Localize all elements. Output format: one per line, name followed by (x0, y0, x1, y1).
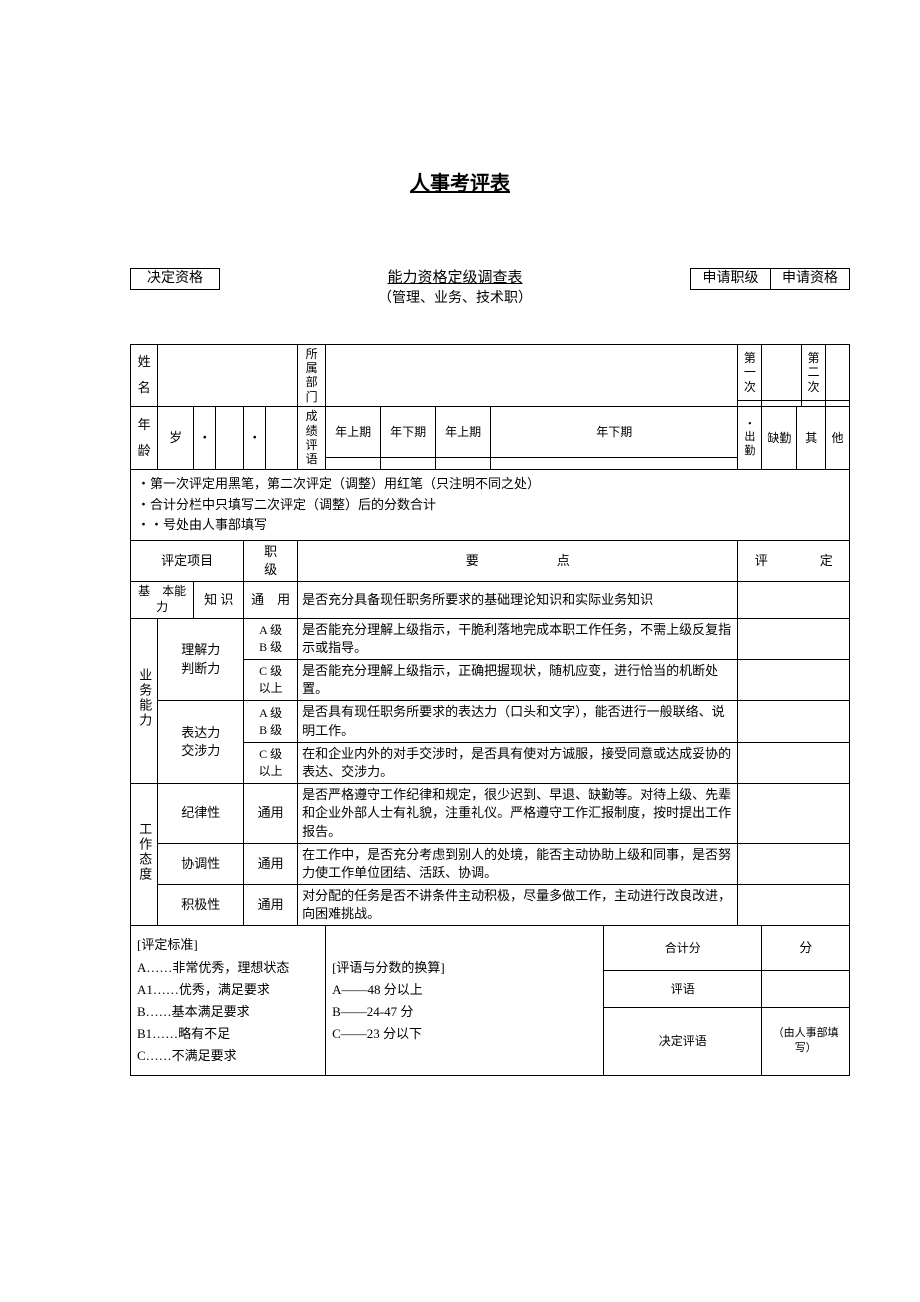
biz-r2-desc-a: 是否具有现任职务所要求的表达力（口头和文字），能否进行一般联络、说明工作。 (298, 701, 738, 742)
basic-lvl: 通 用 (244, 582, 298, 618)
score-label: 成绩评语 (298, 407, 326, 470)
att-r1-desc: 是否严格遵守工作纪律和规定，很少迟到、早退、缺勤等。对待上级、先辈和企业外部人士… (298, 784, 738, 844)
age-f1[interactable] (216, 407, 244, 470)
att-r1-eval[interactable] (738, 784, 850, 844)
comment-label: 评语 (604, 970, 762, 1007)
age-unit: 岁 (158, 407, 194, 470)
legend-left: [评定标准] A……非常优秀，理想状态 A1……优秀，满足要求 B……基本满足要… (131, 926, 326, 1076)
biz-r2-eval-a[interactable] (738, 701, 850, 742)
att-r1-sub: 纪律性 (158, 784, 244, 844)
hdr-item: 评定项目 (131, 541, 244, 582)
page-title: 人事考评表 (130, 170, 790, 198)
biz-r1-sub: 理解力 判断力 (158, 618, 244, 701)
subtitle2: （管理、业务、技术职） (220, 289, 690, 309)
biz-r1-desc-b: 是否能充分理解上级指示，正确把握现状，随机应变，进行恰当的机断处置。 (298, 660, 738, 701)
att-r2-eval[interactable] (738, 843, 850, 884)
att-r3-eval[interactable] (738, 885, 850, 926)
decide-qual-box: 决定资格 (130, 268, 220, 290)
main-table: 姓名 所属部门 第一次 第二次 年龄 岁 ・ ・ 成绩评语 年上期 年下期 年上… (130, 344, 850, 1076)
hdr-eval: 评 定 (738, 541, 850, 582)
att-r2-sub: 协调性 (158, 843, 244, 884)
total-unit: 分 (762, 926, 850, 970)
total-label: 合计分 (604, 926, 762, 970)
other-label: 其 (797, 407, 826, 470)
att-r3-desc: 对分配的任务是否不讲条件主动积极，尽量多做工作，主动进行改良改进，向困难挑战。 (298, 885, 738, 926)
att-cat: 工作态度 (131, 784, 158, 926)
att-r3-sub: 积极性 (158, 885, 244, 926)
attendance-label: ・出勤 (738, 407, 762, 470)
first-time-field[interactable] (762, 344, 802, 401)
biz-r2-eval-b[interactable] (738, 742, 850, 783)
biz-r1-lvl-a: A 级 B 级 (244, 618, 298, 659)
biz-r2-lvl-a: A 级 B 级 (244, 701, 298, 742)
biz-r1-lvl-b: C 级 以上 (244, 660, 298, 701)
apply-qual-box: 申请资格 (770, 268, 850, 290)
hdr-point: 要 点 (298, 541, 738, 582)
basic-desc: 是否充分具备现任职务所要求的基础理论知识和实际业务知识 (298, 582, 738, 618)
name-label: 姓名 (131, 344, 158, 407)
absent-label: 缺勤 (762, 407, 797, 470)
second-time-label: 第二次 (802, 344, 826, 401)
age-label: 年龄 (131, 407, 158, 470)
comment-field[interactable] (762, 970, 850, 1007)
biz-r2-lvl-b: C 级 以上 (244, 742, 298, 783)
score-f3[interactable] (436, 458, 491, 470)
biz-r1-desc-a: 是否能充分理解上级指示，干脆利落地完成本职工作任务，不需上级反复指示或指导。 (298, 618, 738, 659)
score-f2[interactable] (381, 458, 436, 470)
score-f1[interactable] (326, 458, 381, 470)
biz-r2-desc-b: 在和企业内外的对手交涉时，是否具有使对方诚服，接受同意或达成妥协的表达、交涉力。 (298, 742, 738, 783)
att-r3-lvl: 通用 (244, 885, 298, 926)
header-row: 决定资格 能力资格定级调查表 （管理、业务、技术职） 申请职级 申请资格 (130, 268, 850, 309)
apply-level-box: 申请职级 (690, 268, 770, 290)
score-f4[interactable] (491, 458, 738, 470)
age-f2[interactable] (266, 407, 298, 470)
biz-r2-sub: 表达力 交涉力 (158, 701, 244, 784)
h1: 年上期 (326, 407, 381, 458)
h3: 年上期 (436, 407, 491, 458)
h4: 年下期 (491, 407, 738, 458)
biz-r1-eval-a[interactable] (738, 618, 850, 659)
age-dot2: ・ (244, 407, 266, 470)
age-dot1: ・ (194, 407, 216, 470)
other2-label: 他 (826, 407, 850, 470)
basic-cat: 基 本能 力 (131, 582, 194, 618)
hdr-level: 职 级 (244, 541, 298, 582)
dept-label: 所属部门 (298, 344, 326, 407)
first-time-label: 第一次 (738, 344, 762, 401)
att-r1-lvl: 通用 (244, 784, 298, 844)
hr-note: （由人事部填写） (762, 1007, 850, 1075)
basic-sub: 知 识 (194, 582, 244, 618)
subtitle: 能力资格定级调查表 (220, 268, 690, 289)
dept-field[interactable] (326, 344, 738, 407)
h2: 年下期 (381, 407, 436, 458)
basic-eval[interactable] (738, 582, 850, 618)
notes: ・第一次评定用黑笔，第二次评定（调整）用红笔（只注明不同之处） ・合计分栏中只填… (131, 469, 850, 540)
biz-cat: 业务能力 (131, 618, 158, 784)
legend-right: [评语与分数的换算] A——48 分以上 B——24-47 分 C——23 分以… (326, 926, 604, 1076)
att-r2-lvl: 通用 (244, 843, 298, 884)
biz-r1-eval-b[interactable] (738, 660, 850, 701)
second-time-field[interactable] (826, 344, 850, 401)
name-field[interactable] (158, 344, 298, 407)
att-r2-desc: 在工作中，是否充分考虑到别人的处境，能否主动协助上级和同事，是否努力使工作单位团… (298, 843, 738, 884)
decide-label: 决定评语 (604, 1007, 762, 1075)
